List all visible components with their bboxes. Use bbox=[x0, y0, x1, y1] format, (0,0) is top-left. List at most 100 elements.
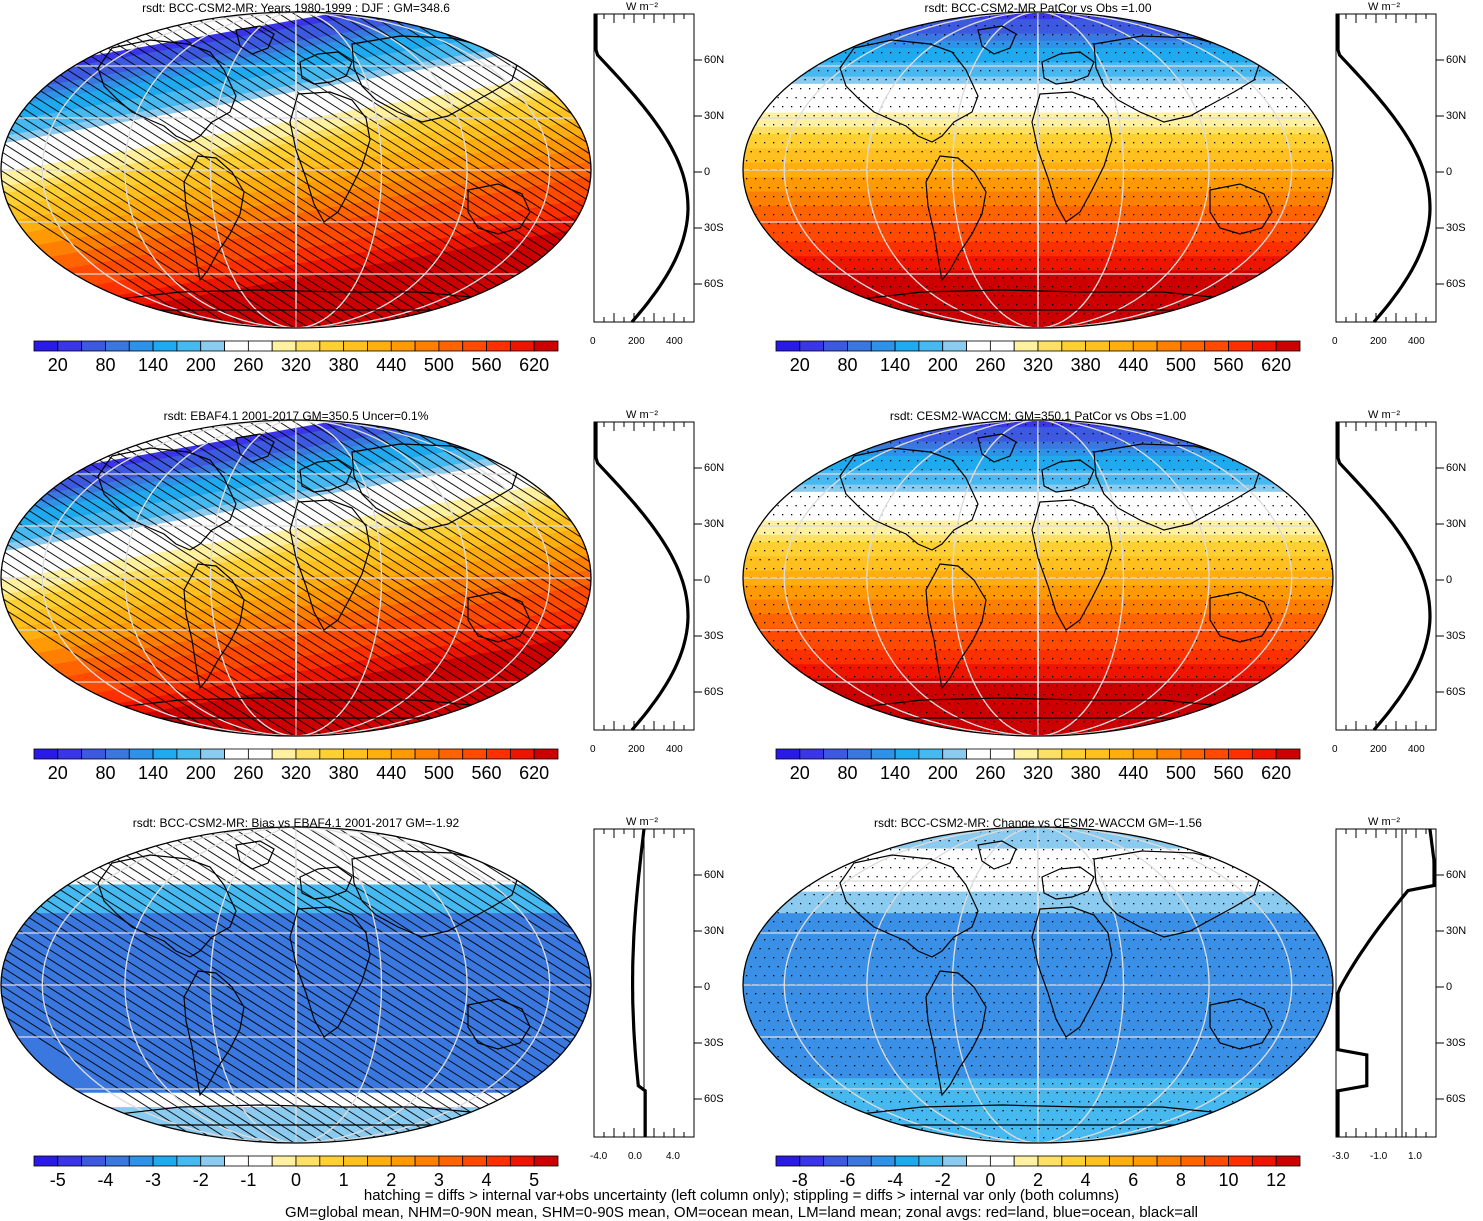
colorbar-swatch bbox=[176, 1155, 202, 1167]
zonal-mean-line bbox=[1336, 14, 1432, 324]
colorbar-swatch bbox=[989, 1155, 1015, 1167]
coast-namerica bbox=[839, 39, 979, 143]
colorbar-label: 8 bbox=[1175, 1170, 1186, 1190]
colorbar-swatch bbox=[1204, 748, 1229, 760]
colorbar-label: 620 bbox=[1261, 355, 1292, 375]
profile-lat-label: 0 bbox=[704, 981, 711, 993]
colorbar-swatch bbox=[1275, 748, 1301, 760]
colorbar-swatch bbox=[1085, 340, 1110, 352]
colorbar-swatch bbox=[152, 1155, 178, 1167]
colorbar-swatch bbox=[319, 340, 345, 352]
colorbar-label: 380 bbox=[328, 763, 359, 783]
colorbar-swatch bbox=[438, 748, 464, 760]
profile-lat-label: 60S bbox=[1446, 278, 1466, 290]
colorbar-swatch bbox=[295, 340, 321, 352]
colorbar-swatch bbox=[847, 748, 872, 760]
colorbar-label: 500 bbox=[423, 355, 454, 375]
colorbar-label: 440 bbox=[376, 763, 407, 783]
profile-lat-label: 60N bbox=[704, 54, 725, 66]
colorbar-swatch bbox=[1275, 340, 1301, 352]
panel-title: rsdt: BCC-CSM2-MR: Bias vs EBAF4.1 2001-… bbox=[132, 816, 460, 830]
colorbar-swatch bbox=[200, 748, 225, 760]
colorbar-swatch bbox=[894, 748, 920, 760]
panel-p1: rsdt: BCC-CSM2-MR: Years 1980-1999 : DJF… bbox=[0, 0, 740, 400]
profile-x-label: 4.0 bbox=[666, 1151, 680, 1162]
colorbar-swatch bbox=[847, 1155, 872, 1167]
colorbar-swatch bbox=[367, 748, 392, 760]
colorbar-swatch bbox=[509, 748, 535, 760]
colorbar-swatch bbox=[942, 340, 967, 352]
profile-unit: W m⁻² bbox=[626, 1, 659, 13]
coast-australia bbox=[467, 591, 531, 643]
colorbar-swatch bbox=[1156, 748, 1182, 760]
colorbar-swatch bbox=[1180, 1155, 1206, 1167]
colorbar-swatch bbox=[81, 1155, 106, 1167]
colorbar-swatch bbox=[1180, 748, 1206, 760]
profile-unit: W m⁻² bbox=[1368, 1, 1401, 13]
colorbar-swatch bbox=[247, 1155, 273, 1167]
panel-p3: rsdt: EBAF4.1 2001-2017 GM=350.5 Uncer=0… bbox=[0, 408, 740, 808]
colorbar-swatch bbox=[1013, 340, 1039, 352]
colorbar-swatch bbox=[1085, 1155, 1110, 1167]
profile-lat-label: 30S bbox=[704, 222, 724, 234]
colorbar-label: 440 bbox=[376, 355, 407, 375]
colorbar-swatch bbox=[33, 1155, 59, 1167]
colorbar-swatch bbox=[870, 1155, 896, 1167]
colorbar-label: 560 bbox=[471, 355, 502, 375]
colorbar-swatch bbox=[1013, 1155, 1039, 1167]
profile-lat-label: 30N bbox=[1446, 518, 1467, 530]
colorbar-swatch bbox=[390, 1155, 416, 1167]
coast-greenland bbox=[977, 25, 1017, 55]
colorbar-label: 0 bbox=[290, 1170, 301, 1190]
colorbar-p6 bbox=[775, 1155, 1301, 1167]
colorbar-swatch bbox=[775, 748, 801, 760]
colorbar-label: 6 bbox=[1128, 1170, 1139, 1190]
colorbar-swatch bbox=[224, 748, 249, 760]
profile-x-label: 200 bbox=[1370, 744, 1387, 755]
coast-asia bbox=[351, 35, 519, 123]
colorbar-label: 80 bbox=[95, 763, 116, 783]
colorbar-label: 560 bbox=[1213, 763, 1244, 783]
profile-lat-label: 30N bbox=[704, 110, 725, 122]
colorbar-swatch bbox=[81, 748, 106, 760]
colorbar-swatch bbox=[152, 748, 178, 760]
coast-asia bbox=[1093, 443, 1261, 531]
colorbar-label: 140 bbox=[880, 763, 911, 783]
colorbar-swatch bbox=[1275, 1155, 1301, 1167]
panel-title: rsdt: BCC-CSM2-MR: Change vs CESM2-WACCM… bbox=[874, 816, 1202, 830]
colorbar-swatch bbox=[81, 340, 106, 352]
zonal-profile-p2 bbox=[1335, 13, 1444, 324]
colorbar-swatch bbox=[271, 340, 297, 352]
colorbar-swatch bbox=[775, 340, 801, 352]
colorbar-swatch bbox=[57, 1155, 83, 1167]
panel-title: rsdt: BCC-CSM2-MR: Years 1980-1999 : DJF… bbox=[142, 1, 450, 15]
colorbar-swatch bbox=[1037, 1155, 1063, 1167]
profile-lat-label: 0 bbox=[1446, 981, 1453, 993]
zonal-profile-p6 bbox=[1335, 828, 1444, 1138]
colorbar-swatch bbox=[390, 748, 416, 760]
zonal-mean-line bbox=[631, 828, 647, 1137]
colorbar-swatch bbox=[1085, 748, 1110, 760]
panel-p5: rsdt: BCC-CSM2-MR: Bias vs EBAF4.1 2001-… bbox=[0, 815, 740, 1215]
colorbar-swatch bbox=[152, 340, 178, 352]
colorbar-swatch bbox=[823, 1155, 848, 1167]
coast-australia bbox=[467, 998, 531, 1050]
coast-australia bbox=[467, 183, 531, 235]
colorbar-swatch bbox=[894, 340, 920, 352]
colorbar-swatch bbox=[918, 748, 944, 760]
profile-x-label: -1.0 bbox=[1370, 1151, 1388, 1162]
colorbar-swatch bbox=[799, 748, 825, 760]
profile-lat-label: 0 bbox=[704, 166, 711, 178]
colorbar-swatch bbox=[989, 340, 1015, 352]
colorbar-swatch bbox=[247, 748, 273, 760]
colorbar-swatch bbox=[799, 1155, 825, 1167]
colorbar-label: 500 bbox=[423, 763, 454, 783]
zonal-profile-p5 bbox=[593, 828, 702, 1138]
colorbar-swatch bbox=[343, 1155, 368, 1167]
colorbar-swatch bbox=[414, 748, 440, 760]
colorbar-swatch bbox=[438, 340, 464, 352]
profile-x-label: 200 bbox=[628, 336, 645, 347]
colorbar-label: 320 bbox=[1022, 763, 1054, 783]
profile-x-label: 0.0 bbox=[628, 1151, 642, 1162]
panel-p6: rsdt: BCC-CSM2-MR: Change vs CESM2-WACCM… bbox=[742, 815, 1482, 1215]
